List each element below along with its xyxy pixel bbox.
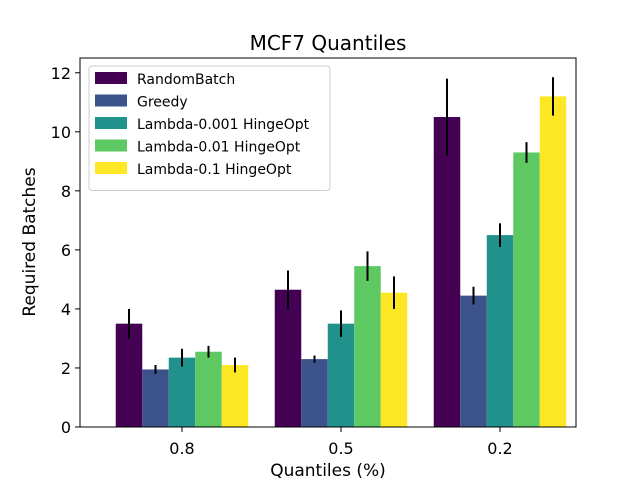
bar <box>301 359 328 427</box>
bar <box>513 152 540 428</box>
x-axis: 0.8 0.5 0.2 <box>169 427 513 458</box>
bar <box>460 295 487 427</box>
legend: RandomBatch Greedy Lambda-0.001 HingeOpt La… <box>88 65 331 191</box>
y-tick-label: 12 <box>51 64 71 83</box>
y-axis: 0 2 4 6 8 10 12 <box>51 64 80 437</box>
bar <box>195 351 222 427</box>
y-tick-label: 4 <box>61 300 71 319</box>
bar <box>433 117 461 427</box>
legend-swatch <box>95 162 127 174</box>
legend-label: Greedy <box>137 95 188 111</box>
x-tick-label: 0.8 <box>169 439 194 458</box>
y-tick-label: 6 <box>61 241 71 260</box>
legend-label: Lambda-0.01 HingeOpt <box>137 140 301 156</box>
y-tick-label: 8 <box>61 182 71 201</box>
bar <box>327 323 355 427</box>
bar <box>142 369 169 427</box>
bar <box>274 289 302 427</box>
bar <box>354 266 381 427</box>
plot-area <box>115 77 567 428</box>
x-axis-label: Quantiles (%) <box>270 461 386 480</box>
x-tick-label: 0.2 <box>487 439 512 458</box>
legend-box <box>88 65 331 191</box>
bar <box>115 323 143 427</box>
chart-title: MCF7 Quantiles <box>250 31 407 55</box>
legend-swatch <box>95 94 127 107</box>
y-axis-label: Required Batches <box>20 167 40 316</box>
legend-swatch <box>95 72 127 84</box>
legend-swatch <box>95 117 127 129</box>
legend-label: Lambda-0.1 HingeOpt <box>137 162 292 178</box>
bar <box>380 292 408 427</box>
y-tick-label: 0 <box>61 418 71 437</box>
bar <box>486 235 514 427</box>
y-tick-label: 2 <box>61 359 71 378</box>
x-tick-label: 0.5 <box>328 439 353 458</box>
bar <box>539 96 567 427</box>
y-tick-label: 10 <box>51 123 71 142</box>
legend-swatch <box>95 139 127 152</box>
legend-label: RandomBatch <box>137 72 235 88</box>
legend-label: Lambda-0.001 HingeOpt <box>137 117 310 133</box>
bar <box>168 357 196 427</box>
plot-frame <box>79 57 577 428</box>
bar <box>221 365 249 427</box>
